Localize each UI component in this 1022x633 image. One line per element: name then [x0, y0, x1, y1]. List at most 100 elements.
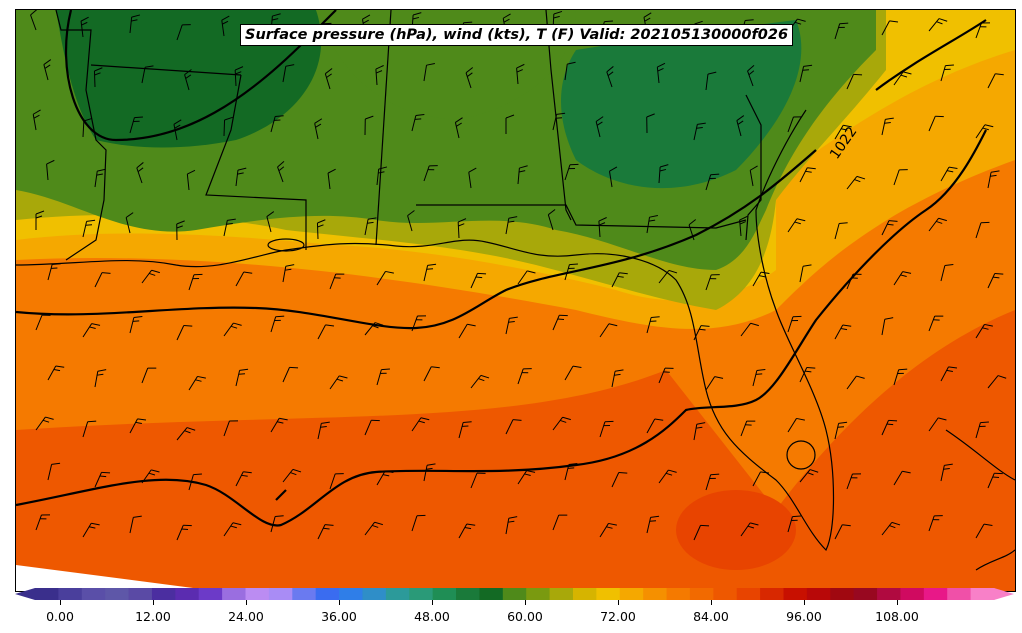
wind-barb	[975, 421, 989, 439]
wind-barb	[129, 116, 143, 134]
wind-barb	[658, 269, 678, 284]
wind-barb	[411, 417, 430, 432]
wind-barb	[987, 472, 1003, 489]
wind-barb	[364, 521, 383, 536]
weather-map: 1022	[16, 10, 1015, 591]
wind-barb	[688, 219, 697, 241]
wind-barb	[375, 65, 384, 86]
wind-barb	[517, 165, 528, 185]
wind-barb	[136, 162, 144, 184]
wind-barb	[517, 368, 532, 385]
wind-barb	[94, 471, 111, 488]
colorbar-segment	[315, 588, 340, 600]
wind-barb	[940, 366, 958, 382]
wind-barb	[516, 63, 525, 85]
wind-barb	[552, 416, 571, 431]
colorbar-segment	[572, 588, 597, 600]
wind-barb	[552, 112, 566, 131]
wind-barb	[799, 64, 813, 83]
wind-barb	[223, 218, 236, 237]
wind-barb	[975, 221, 990, 239]
wind-barb	[564, 61, 576, 81]
wind-barb	[129, 14, 141, 34]
wind-barb	[846, 273, 862, 290]
wind-barb	[705, 71, 717, 91]
wind-barb	[376, 470, 394, 486]
isobar-gulf-north	[16, 149, 817, 330]
wind-barb	[752, 471, 770, 487]
wind-barb	[517, 470, 536, 485]
wind-barb	[457, 218, 467, 239]
state-border-ms-al	[375, 10, 392, 246]
wind-barb	[564, 463, 578, 481]
lake-pontchartrain	[267, 238, 305, 252]
map-frame: 1022 Surface pressure (hPa), wind (kts),…	[15, 9, 1016, 592]
colorbar-segment	[409, 588, 434, 600]
wind-barb	[266, 211, 275, 233]
wind-barb	[141, 65, 154, 84]
wind-barb	[188, 473, 202, 491]
isobar-gulf-mid-marker	[275, 489, 287, 501]
colorbar-tick-mark	[525, 600, 526, 605]
off-grid-region	[16, 565, 216, 591]
wind-barb	[564, 365, 582, 381]
wind-barb	[599, 522, 617, 538]
wind-barb	[881, 521, 901, 536]
colorbar-segment	[268, 588, 293, 600]
wind-barb	[47, 263, 61, 281]
wind-barb	[282, 468, 302, 483]
wind-barb	[846, 375, 865, 390]
wind-barb	[987, 375, 1007, 389]
wind-barbs	[30, 10, 1007, 541]
wind-barb	[881, 419, 898, 436]
wind-barb	[82, 117, 93, 138]
wind-barb	[505, 316, 518, 335]
colorbar-segment	[385, 588, 410, 600]
colorbar-segment	[806, 588, 831, 600]
wind-barb	[423, 165, 438, 182]
wind-barb	[893, 71, 912, 86]
wind-barb	[173, 119, 182, 141]
colorbar-tick-label: 108.00	[875, 609, 919, 624]
colorbar-tick-label: 36.00	[321, 609, 357, 624]
wind-barb	[188, 273, 203, 291]
wind-barb	[324, 68, 333, 90]
colorbar-segment	[128, 588, 153, 600]
wind-barb	[928, 115, 944, 132]
colorbar-tick-mark	[153, 600, 154, 605]
wind-barb	[656, 62, 666, 84]
wind-barb	[799, 264, 812, 283]
wind-barb	[316, 219, 326, 240]
colorbar-segment	[35, 588, 59, 600]
wind-barb	[834, 324, 852, 340]
wind-barb	[606, 66, 614, 88]
colorbar-segment	[900, 588, 925, 600]
colorbar-segment	[362, 588, 387, 600]
wind-barb	[411, 114, 425, 132]
wind-barb	[834, 421, 848, 440]
wind-barb	[747, 65, 755, 87]
wind-barb	[752, 369, 766, 387]
wind-barb	[314, 118, 323, 140]
wind-barb	[329, 273, 345, 290]
colorbar-segment	[947, 588, 972, 600]
cuba-coast	[975, 549, 1015, 571]
colorbar-segment	[245, 588, 270, 600]
colorbar-extend-high	[994, 588, 1014, 600]
wind-barb	[327, 168, 336, 190]
wind-barb	[846, 73, 863, 90]
wind-barb	[834, 22, 849, 40]
wind-barb	[176, 220, 185, 241]
wind-barb	[893, 470, 911, 486]
wind-barb	[82, 219, 96, 238]
wind-barb	[846, 473, 862, 490]
colorbar-tick-label: 0.00	[46, 609, 74, 624]
temperature-colorbar	[15, 588, 1014, 600]
colorbar-segment	[736, 588, 761, 600]
colorbar-segment	[292, 588, 317, 600]
wind-barb	[787, 515, 801, 533]
wind-barb	[176, 325, 193, 341]
wind-barb	[940, 166, 958, 182]
wind-barb	[188, 375, 206, 391]
wind-barb	[364, 322, 384, 336]
